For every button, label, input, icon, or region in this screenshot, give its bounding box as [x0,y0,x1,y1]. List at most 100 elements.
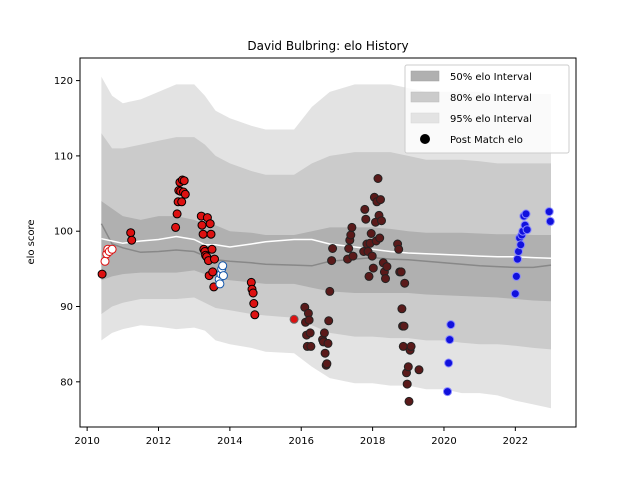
y-tick-label: 80 [60,377,73,388]
chart-title: David Bulbring: elo History [247,39,408,53]
data-point [368,263,378,273]
plot-area [97,76,555,409]
legend-label-50: 50% elo Interval [450,72,532,83]
data-point [172,209,182,219]
data-point [396,267,406,277]
data-point [210,254,219,264]
x-tick-label: 2018 [360,436,385,447]
data-point [205,219,215,229]
y-tick-label: 90 [60,302,73,313]
data-point [206,229,216,239]
data-point [289,314,299,324]
data-point [97,269,107,279]
x-tick-label: 2022 [503,436,528,447]
x-tick-label: 2012 [146,436,171,447]
legend: 50% elo Interval 80% elo Interval 95% el… [404,64,570,154]
data-point [376,195,385,205]
data-point [373,174,383,183]
data-point [218,271,228,281]
data-point [403,362,413,372]
data-point [522,225,532,235]
data-point [322,359,332,369]
data-point [208,267,218,277]
data-point [361,214,371,224]
data-point [319,328,329,338]
data-point [325,286,335,296]
y-tick-label: 120 [54,76,73,87]
legend-label-post-match: Post Match elo [450,135,523,146]
data-point [250,310,260,320]
y-axis-label: elo score [26,219,37,264]
data-point [367,251,377,261]
data-point [394,244,404,254]
data-point [198,229,208,239]
data-point [511,271,521,281]
data-point [346,230,356,240]
data-point [399,321,409,331]
data-point [382,262,392,272]
data-point [177,197,187,207]
data-point [446,320,456,330]
data-point [377,216,386,226]
plot-frame [79,57,577,428]
legend-swatch-50 [410,70,440,82]
data-point [107,244,117,254]
data-point [513,254,522,264]
data-point [320,348,330,358]
data-point [366,229,376,238]
data-point [324,316,334,326]
legend-label-80: 80% elo Interval [450,93,532,104]
data-point [545,216,555,226]
data-point [444,358,454,368]
data-point [306,341,316,351]
data-point [304,315,314,325]
legend-box [404,64,570,154]
data-point [348,251,358,261]
data-point [171,222,181,232]
data-point [414,365,424,375]
data-point [344,244,354,253]
data-point [327,256,337,266]
data-point [544,207,554,217]
y-tick-label: 110 [54,151,73,162]
data-point [328,244,338,253]
data-point [179,176,189,186]
data-point [248,288,258,298]
data-point [406,341,416,351]
axes: 2010 2012 2014 2016 2018 2020 2022 80 90 100 110 12… [54,76,528,447]
series-line-0 [100,223,552,269]
data-point [207,244,217,254]
data-point [443,387,452,397]
data-point [215,279,225,289]
legend-swatch-95 [410,112,440,124]
data-point [400,278,410,288]
data-point [323,338,333,348]
x-tick-label: 2014 [217,436,242,447]
x-tick-label: 2010 [74,436,99,447]
y-tick-label: 100 [54,227,73,238]
data-point [397,304,407,314]
legend-swatch-80 [410,91,440,103]
series-line-1 [101,235,552,260]
x-tick-label: 2020 [431,436,456,447]
data-point [197,220,207,230]
data-point [100,256,110,266]
legend-marker-post-match [420,134,430,144]
plot-content [97,76,555,409]
data-point [180,189,190,199]
data-point [521,209,531,219]
data-point [402,379,412,389]
data-point [126,228,136,238]
data-point [404,396,414,406]
data-point [360,204,370,214]
data-point [510,289,520,299]
data-point [445,335,455,345]
data-point [347,222,357,232]
data-point [516,240,526,250]
data-point [218,261,228,271]
x-tick-label: 2016 [289,436,314,447]
data-point [249,299,259,308]
data-point [305,328,315,338]
data-point [381,274,390,284]
